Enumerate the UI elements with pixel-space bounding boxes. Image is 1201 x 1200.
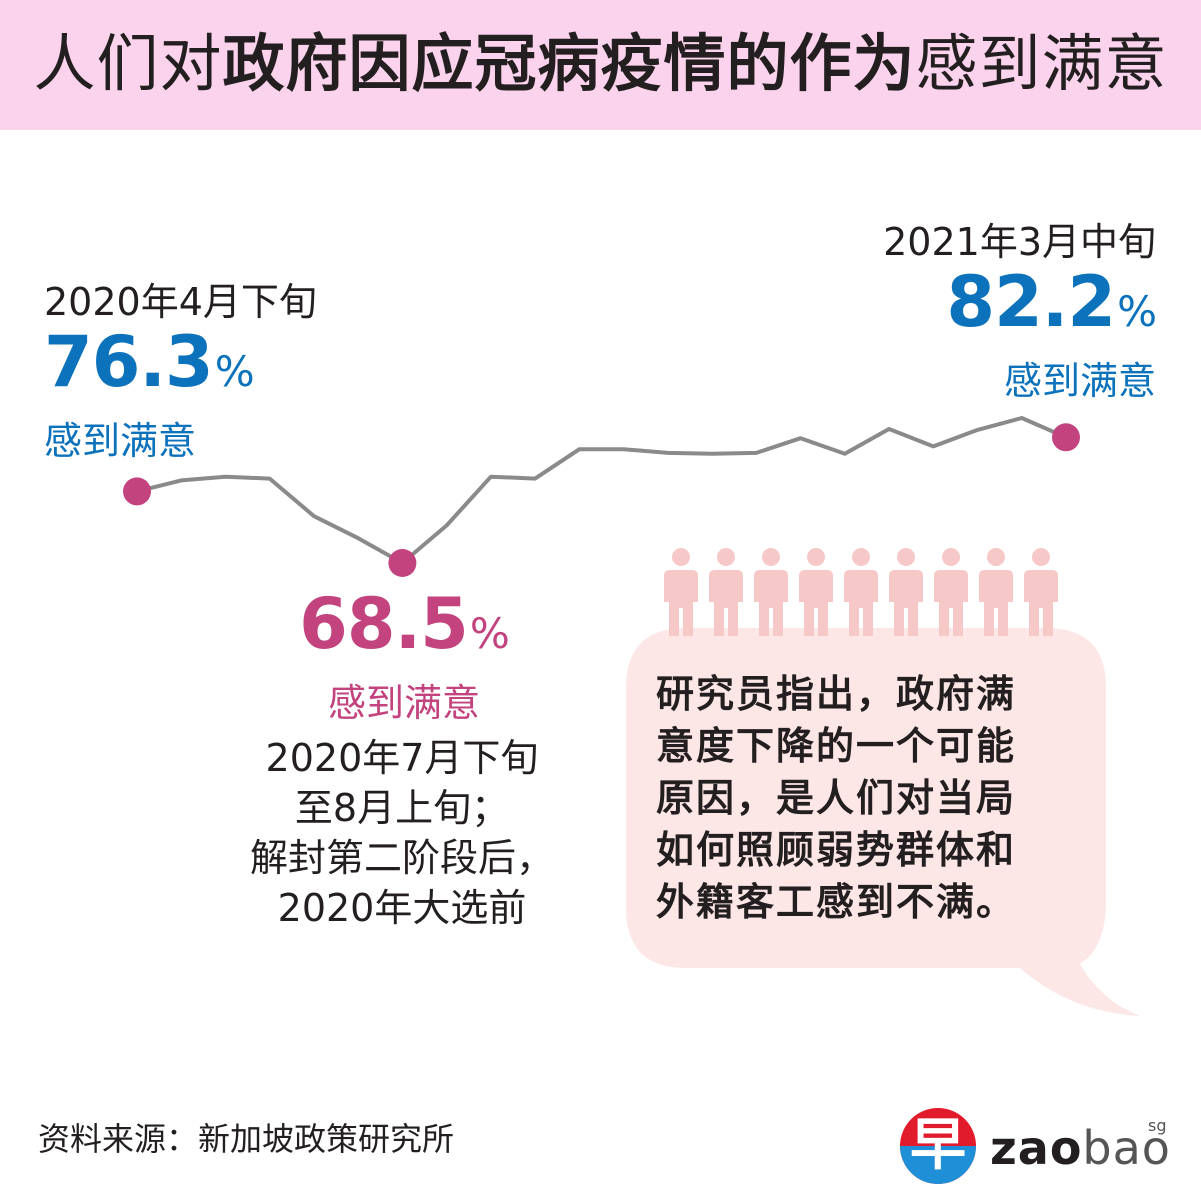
person-icon [754, 548, 788, 636]
start-value: 76.3% [44, 326, 317, 417]
low-desc-line: 2020年7月下旬 [265, 736, 539, 780]
person-icon [1024, 548, 1058, 636]
low-value-unit: % [469, 609, 510, 658]
start-callout: 2020年4月下旬 76.3% 感到满意 [44, 278, 317, 465]
low-desc-line: 至8月上旬； [294, 786, 510, 830]
highlight-point [1052, 423, 1080, 452]
speech-bubble [626, 628, 1140, 1016]
highlight-point [388, 549, 417, 577]
end-period: 2021年3月中旬 [883, 220, 1156, 264]
start-value-number: 76.3 [44, 321, 214, 403]
end-value-number: 82.2 [946, 261, 1116, 343]
start-value-unit: % [214, 347, 255, 396]
highlight-point [123, 477, 151, 506]
start-period: 2020年4月下旬 [44, 280, 317, 324]
bubble-text: 研究员指出，政府满 意度下降的一个可能 原因，是人们对当局 如何照顾弱势群体和 … [656, 668, 1076, 928]
chart-title: 人们对政府因应冠病疫情的作为感到满意 [0, 24, 1201, 104]
bubble-line: 如何照顾弱势群体和 [656, 828, 1017, 872]
logo-word-light: bao [1082, 1121, 1171, 1175]
low-label: 感到满意 [327, 681, 480, 725]
zaobao-logo: 早 zaobao sg [900, 1108, 1170, 1188]
person-icon [889, 548, 923, 636]
logo-wordmark: zaobao [990, 1122, 1171, 1174]
low-desc-line: 解封第二阶段后， [249, 836, 554, 880]
title-part-3: 感到满意 [915, 27, 1168, 100]
person-icon [664, 548, 698, 636]
low-value: 68.5% [298, 588, 510, 679]
person-icon [709, 548, 743, 636]
logo-word-bold: zao [990, 1121, 1083, 1175]
person-icon [934, 548, 968, 636]
title-part-2: 政府因应冠病疫情的作为 [222, 27, 916, 100]
people-icons [664, 548, 1058, 636]
zaobao-badge-icon: 早 [900, 1108, 976, 1184]
low-callout: 68.5% 感到满意 [298, 588, 510, 727]
logo-glyph: 早 [910, 1113, 966, 1178]
bubble-line: 研究员指出，政府满 [656, 672, 1017, 716]
start-label: 感到满意 [44, 419, 197, 463]
low-description: 2020年7月下旬 至8月上旬； 解封第二阶段后， 2020年大选前 [222, 733, 582, 933]
end-value-unit: % [1117, 287, 1157, 336]
end-label: 感到满意 [1003, 359, 1156, 403]
logo-suffix: sg [1148, 1116, 1167, 1135]
end-value: 82.2% [800, 266, 1157, 357]
title-banner [0, 0, 1201, 130]
bubble-line: 外籍客工感到不满。 [656, 880, 1017, 924]
title-part-1: 人们对 [33, 27, 223, 100]
bubble-line: 原因，是人们对当局 [656, 776, 1017, 820]
low-desc-line: 2020年大选前 [277, 886, 527, 930]
end-callout: 2021年3月中旬 82.2% 感到满意 [800, 218, 1157, 405]
low-value-number: 68.5 [299, 583, 469, 665]
satisfaction-series-line [136, 416, 1067, 565]
bubble-line: 意度下降的一个可能 [656, 724, 1017, 768]
person-icon [844, 548, 878, 636]
source-note: 资料来源：新加坡政策研究所 [38, 1120, 455, 1158]
person-icon [979, 548, 1013, 636]
person-icon [799, 548, 833, 636]
